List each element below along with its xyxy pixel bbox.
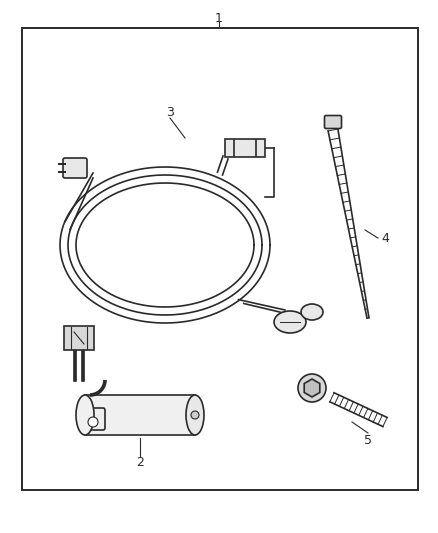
Text: 4: 4 [381,231,389,245]
Circle shape [88,417,98,427]
Ellipse shape [274,311,306,333]
FancyBboxPatch shape [81,408,105,430]
Ellipse shape [186,395,204,435]
Text: 3: 3 [166,107,174,119]
FancyBboxPatch shape [63,158,87,178]
FancyBboxPatch shape [64,326,94,350]
FancyBboxPatch shape [325,116,342,128]
Text: 5: 5 [364,433,372,447]
Text: 2: 2 [136,456,144,469]
Polygon shape [304,379,320,397]
Circle shape [191,411,199,419]
Bar [85,395,195,435]
FancyBboxPatch shape [225,139,265,157]
Ellipse shape [301,304,323,320]
Ellipse shape [76,395,94,435]
Text: 1: 1 [215,12,223,25]
Bar [22,28,418,490]
Circle shape [298,374,326,402]
